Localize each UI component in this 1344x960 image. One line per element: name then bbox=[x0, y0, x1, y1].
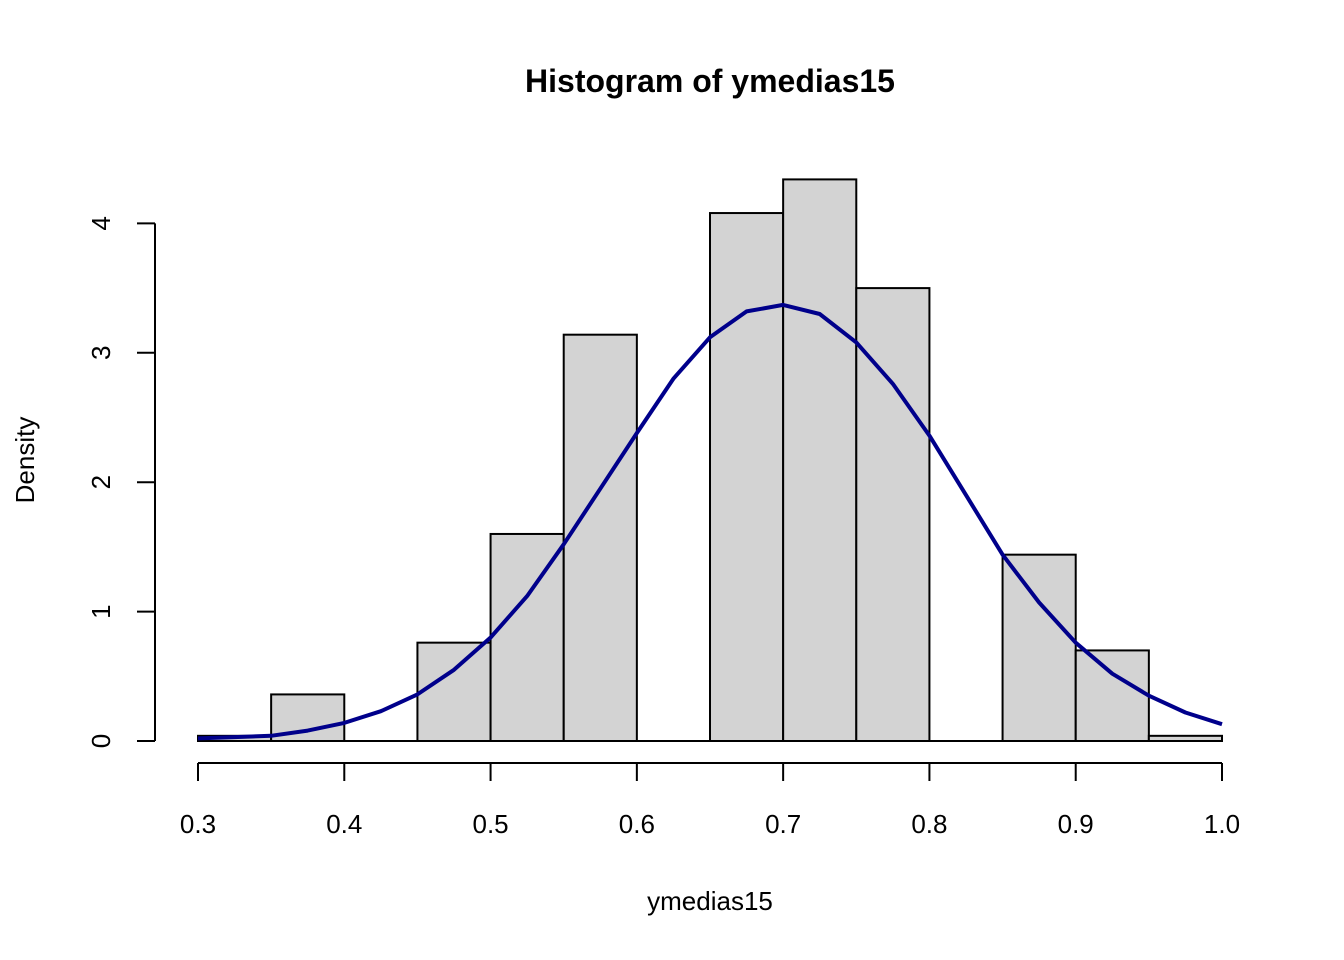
density-curve bbox=[197, 302, 1223, 741]
histogram-bar bbox=[782, 178, 858, 743]
x-tick-label: 0.6 bbox=[619, 809, 655, 839]
y-axis: 0 1 2 3 4 bbox=[86, 216, 156, 748]
x-tick-label: 0.3 bbox=[180, 809, 216, 839]
x-tick-label: 0.9 bbox=[1058, 809, 1094, 839]
histogram-bar bbox=[709, 212, 785, 743]
histogram-bar bbox=[416, 641, 492, 743]
histogram-bar bbox=[489, 532, 565, 743]
y-tick-label: 0 bbox=[86, 734, 116, 748]
chart-title: Histogram of ymedias15 bbox=[525, 63, 895, 99]
y-tick-label: 1 bbox=[86, 604, 116, 618]
x-tick-label: 1.0 bbox=[1204, 809, 1240, 839]
histogram-bar bbox=[562, 333, 638, 742]
x-tick-label: 0.5 bbox=[472, 809, 508, 839]
x-tick-label: 0.7 bbox=[765, 809, 801, 839]
x-axis-label: ymedias15 bbox=[647, 886, 773, 916]
y-axis-label: Density bbox=[10, 417, 40, 504]
y-tick-label: 3 bbox=[86, 346, 116, 360]
histogram-bar bbox=[1001, 553, 1077, 742]
x-tick-label: 0.8 bbox=[911, 809, 947, 839]
density-curve-group bbox=[197, 302, 1223, 741]
histogram-bars bbox=[197, 178, 1224, 743]
x-tick-label: 0.4 bbox=[326, 809, 362, 839]
y-tick-label: 2 bbox=[86, 475, 116, 489]
y-tick-label: 4 bbox=[86, 216, 116, 230]
histogram-bar bbox=[1074, 649, 1150, 742]
x-axis: 0.3 0.4 0.5 0.6 0.7 0.8 0.9 1.0 bbox=[180, 762, 1240, 839]
